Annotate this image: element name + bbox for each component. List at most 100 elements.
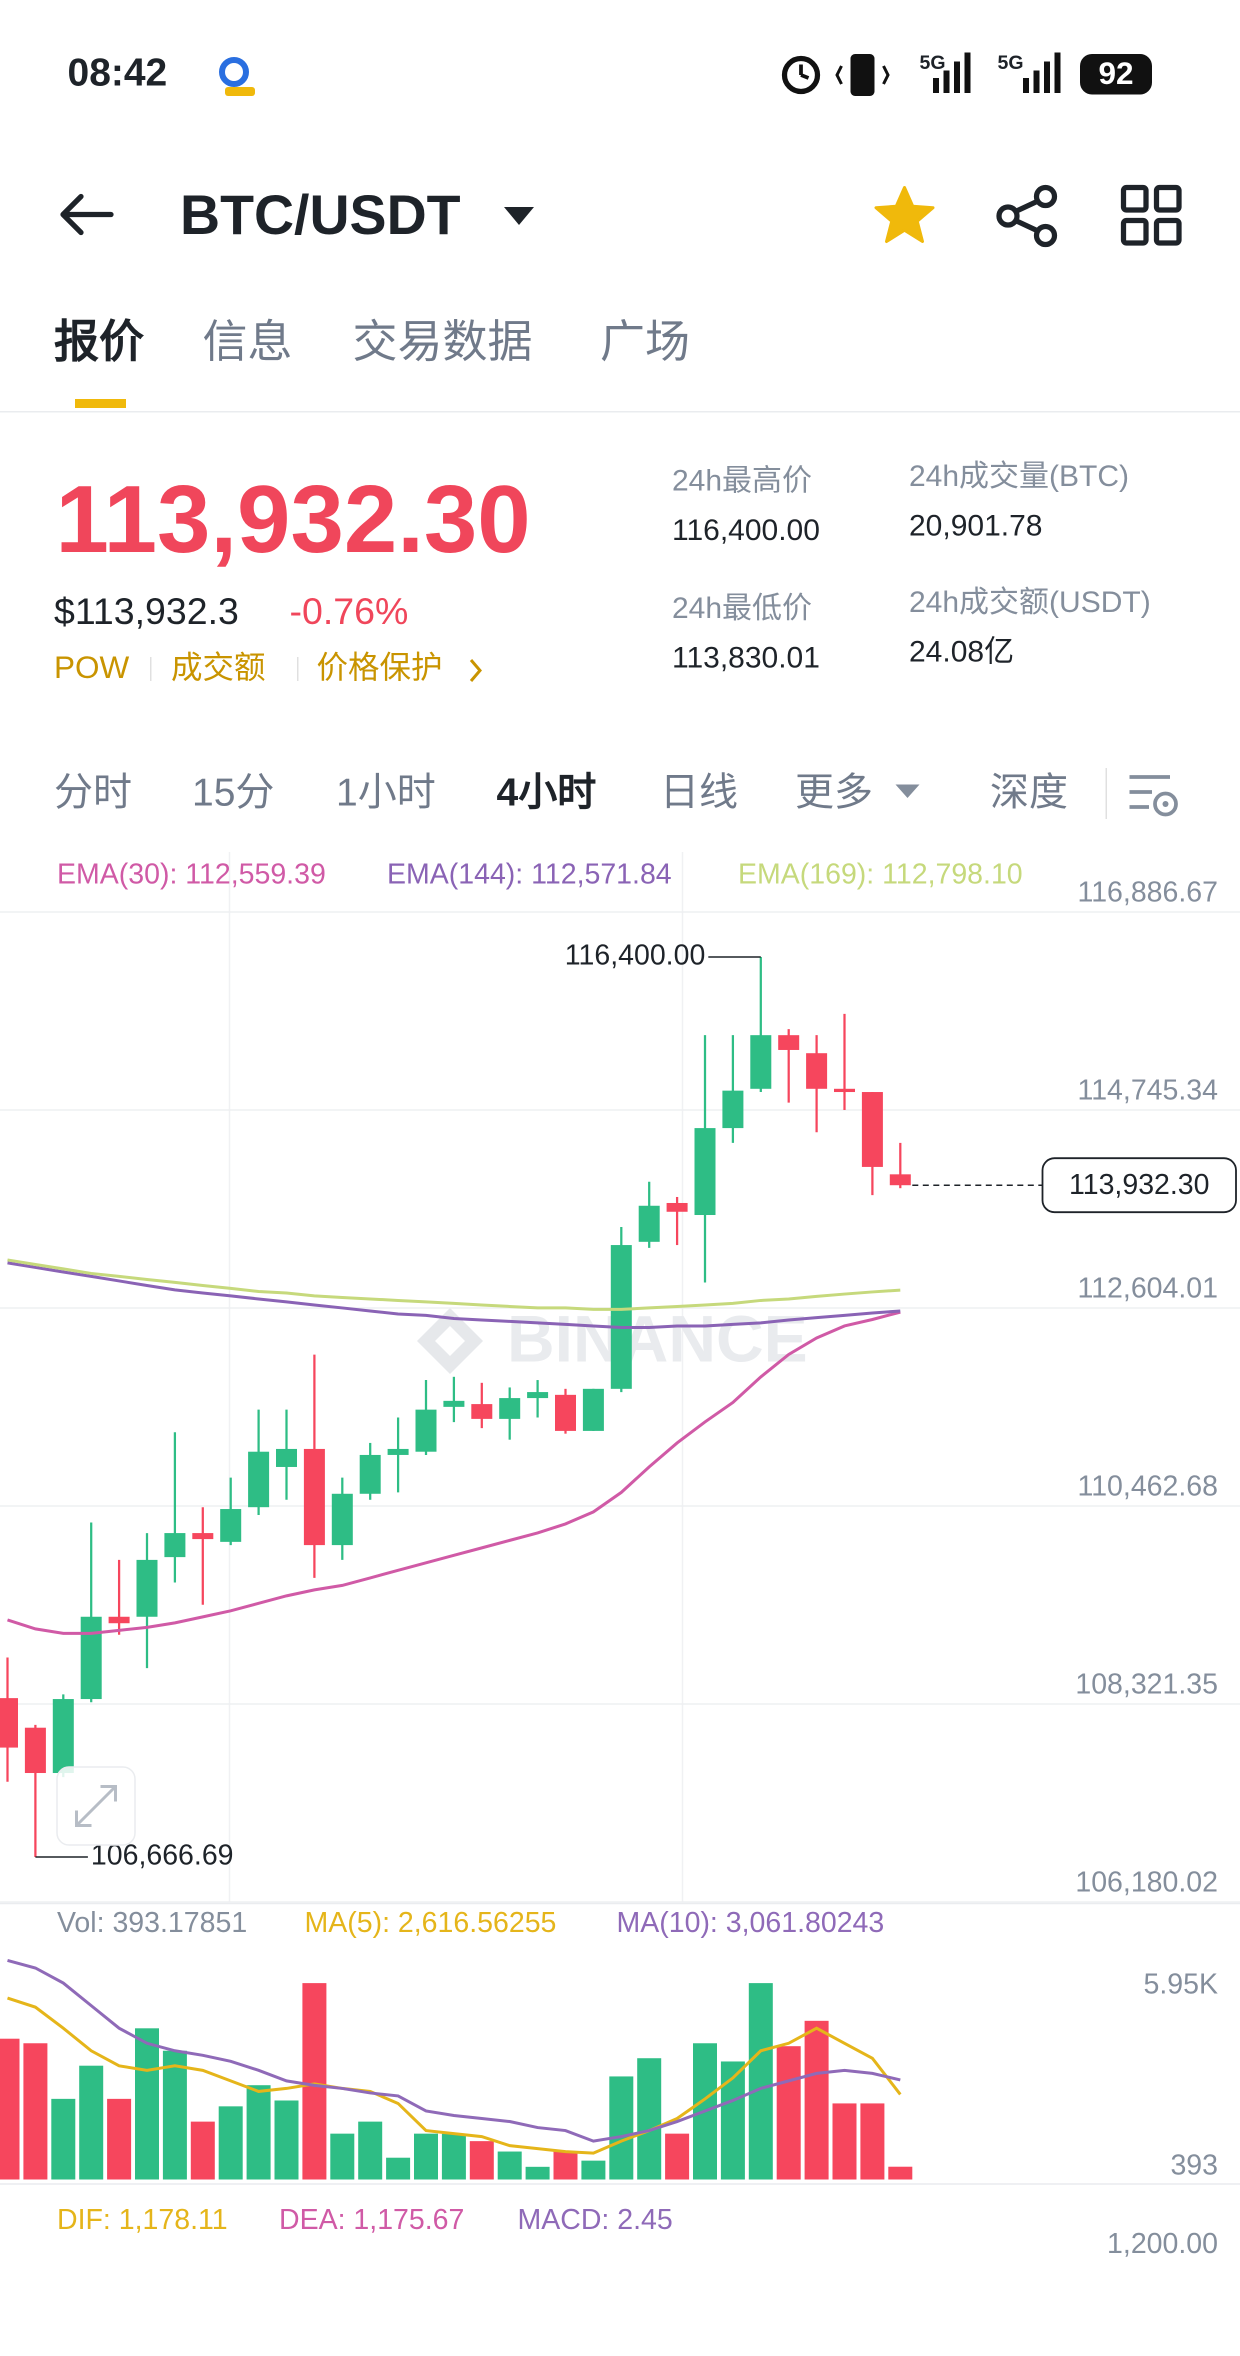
volume-bar [0, 2038, 20, 2180]
candle-body [582, 1388, 604, 1431]
volume-bar [469, 2141, 494, 2180]
candle-body [694, 1128, 716, 1216]
tab[interactable]: 信息 [202, 318, 293, 368]
legend-entry: EMA(169): 112,798.10 [738, 859, 1023, 891]
y-tick-label: 110,462.68 [1077, 1471, 1218, 1503]
battery: 92 [1080, 54, 1152, 95]
candle-body [527, 1392, 549, 1399]
candle-body [192, 1533, 214, 1540]
candle-body [220, 1509, 242, 1542]
volume-bar [553, 2151, 578, 2180]
volume-bar [51, 2098, 76, 2180]
candle-body [108, 1616, 130, 1624]
macd-label: DIF: 1,178.11 [57, 2204, 228, 2236]
indicator-line [7, 1996, 902, 2155]
last-price-box [1041, 1157, 1237, 1214]
favorite-star[interactable] [872, 183, 938, 249]
more-dropdown[interactable] [893, 780, 923, 804]
candle-body [415, 1409, 437, 1452]
chart-settings[interactable] [1125, 765, 1185, 822]
menu-grid[interactable] [1119, 183, 1185, 249]
interval[interactable]: 分时 [54, 769, 133, 815]
back-button[interactable] [54, 185, 120, 245]
last-price: 113,932.30 [55, 465, 531, 573]
volume-bar [218, 2106, 243, 2180]
usd-price: $113,932.3 [54, 591, 239, 633]
candle-body [834, 1088, 855, 1093]
volume-bar [497, 2151, 522, 2180]
stat-value: 113,830.01 [672, 642, 820, 675]
indicator-line [7, 1958, 901, 2143]
interval[interactable]: 1小时 [336, 769, 436, 815]
candle-body [555, 1394, 576, 1431]
y-tick-label: 112,604.01 [1077, 1273, 1218, 1305]
macd-label: DEA: 1,175.67 [279, 2204, 464, 2236]
share-button[interactable] [993, 183, 1062, 249]
volume-bar [665, 2133, 690, 2180]
tag[interactable]: 成交额 [171, 651, 266, 686]
volume-bar [23, 2043, 48, 2180]
candle-body [499, 1398, 521, 1419]
status-time: 08:42 [67, 49, 168, 95]
legend-entry: EMA(30): 112,559.39 [57, 859, 326, 891]
volume-bar [386, 2157, 411, 2180]
volume-bar [330, 2133, 355, 2180]
legend-entry: MA(10): 3,061.80243 [617, 1907, 885, 1939]
tab[interactable]: 广场 [600, 318, 690, 368]
tab[interactable]: 交易数据 [352, 318, 533, 368]
candle-body [778, 1035, 800, 1050]
interval[interactable]: 4小时 [496, 769, 597, 815]
candle-body [359, 1454, 381, 1494]
tab[interactable]: 报价 [54, 318, 144, 368]
interval[interactable]: 深度 [990, 769, 1069, 815]
interval[interactable]: 更多 [795, 769, 874, 815]
y-tick-label: 5.95K [1144, 1969, 1218, 2001]
candle-body [471, 1404, 493, 1419]
volume-bar [860, 2103, 885, 2180]
stat-label: 24h成交额(USDT) [909, 586, 1151, 620]
price-change: -0.76% [289, 591, 409, 633]
y-tick-label: 1,200.00 [1107, 2228, 1218, 2260]
candle-body [80, 1616, 102, 1700]
candle-body [164, 1533, 186, 1558]
volume-bar [246, 2085, 271, 2180]
candle-body [722, 1090, 744, 1129]
volume-bar [804, 2020, 829, 2180]
tag[interactable]: 价格保护 [316, 651, 443, 686]
y-tick-label: 393 [1170, 2149, 1218, 2181]
volume-bar [441, 2133, 466, 2180]
candle-body [303, 1448, 325, 1546]
legend-entry: MA(5): 2,616.56255 [305, 1907, 557, 1939]
pair-dropdown[interactable] [501, 201, 537, 231]
volume-bar [581, 2160, 606, 2180]
interval[interactable]: 日线 [660, 769, 739, 815]
stat-label: 24h最低价 [672, 592, 813, 626]
candle-body [24, 1727, 46, 1774]
volume-label: Vol: 393.17851 [57, 1907, 247, 1939]
separator [297, 657, 299, 681]
watermark-text: BINANCE [507, 1301, 808, 1375]
candle-body [52, 1699, 74, 1774]
stat-value: 20,901.78 [909, 510, 1043, 543]
stat-value: 116,400.00 [672, 514, 820, 548]
stat-label: 24h最高价 [672, 465, 813, 498]
volume-bar [888, 2166, 913, 2180]
volume-bar [79, 2065, 104, 2180]
tag[interactable]: POW [54, 651, 130, 686]
expand-button[interactable] [56, 1766, 137, 1847]
separator [1105, 768, 1107, 819]
y-tick-label: 108,321.35 [1075, 1669, 1218, 1701]
volume-bar [748, 1983, 773, 2180]
interval[interactable]: 15分 [192, 769, 275, 815]
volume-bar [302, 1983, 327, 2180]
pair-title[interactable]: BTC/USDT [180, 184, 461, 246]
watermark: BINANCE [417, 1301, 808, 1375]
indicator-line [7, 1261, 901, 1329]
chevron [469, 659, 482, 682]
volume-bar [609, 2076, 634, 2180]
candle-body [387, 1448, 409, 1455]
candle-body [248, 1451, 270, 1508]
volume-bar [832, 2103, 857, 2180]
separator [150, 657, 152, 681]
volume-bar [190, 2121, 215, 2180]
